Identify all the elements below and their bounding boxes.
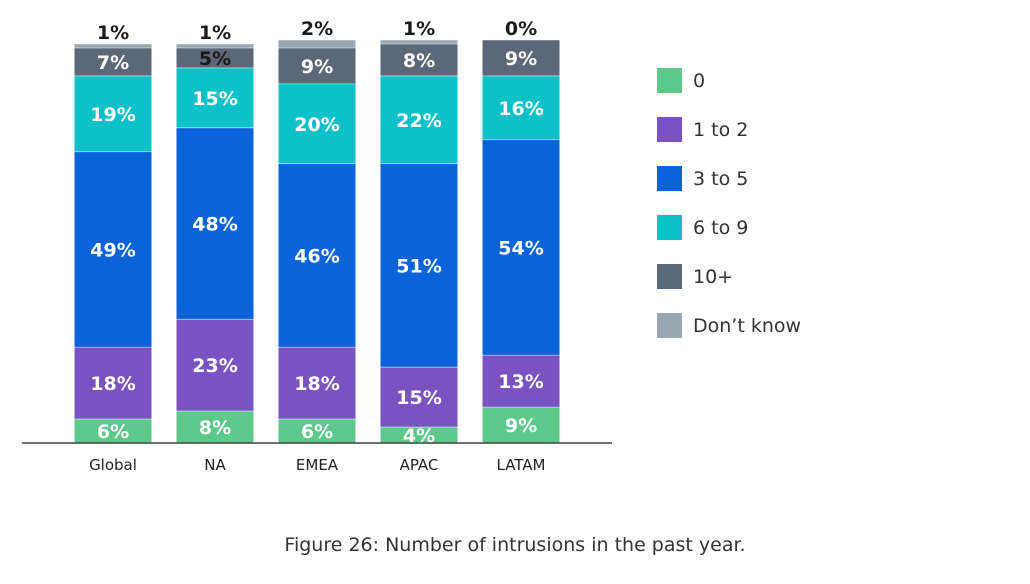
bar-segment: [482, 40, 560, 76]
figure-caption: Figure 26: Number of intrusions in the p…: [284, 534, 746, 556]
bar-data-label: 9%: [505, 415, 537, 437]
bar-segment: [74, 47, 152, 76]
bar-data-label: 0%: [505, 18, 537, 40]
x-axis-tick-labels: Global NA EMEA APAC LATAM: [89, 456, 545, 474]
bar-data-label: 1%: [199, 22, 231, 44]
bar-segment: [176, 319, 254, 412]
bar-segment: [74, 44, 152, 48]
bar-data-label: 9%: [505, 48, 537, 70]
bar-segment: [278, 163, 356, 348]
legend-label: 6 to 9: [693, 217, 748, 239]
bar-segment: [482, 75, 560, 140]
bar-data-label: 49%: [90, 239, 135, 261]
bar-data-label: 46%: [294, 245, 339, 267]
bar-data-label: 1%: [403, 18, 435, 40]
bar-data-label: 8%: [403, 50, 435, 72]
bar-segment: [380, 367, 458, 428]
bar-data-label: 48%: [192, 214, 237, 236]
legend-label: 3 to 5: [693, 168, 748, 190]
legend-swatch: [657, 215, 682, 240]
bar-data-label: 5%: [199, 48, 231, 70]
bar-data-label: 4%: [403, 425, 435, 447]
x-tick-label: LATAM: [497, 456, 546, 474]
bar-data-label: 18%: [294, 373, 339, 395]
bar-data-label: 51%: [396, 255, 441, 277]
bar-data-label: 7%: [97, 52, 129, 74]
bar-data-label: 13%: [498, 371, 543, 393]
bar-segment: [482, 407, 560, 443]
bar-segment: [380, 427, 458, 443]
bar-data-label: 9%: [301, 56, 333, 78]
legend-label: 0: [693, 70, 705, 92]
bar-data-label: 1%: [97, 22, 129, 44]
bar-data-label: 23%: [192, 355, 237, 377]
bar-segment: [278, 347, 356, 420]
bar-data-label: 15%: [192, 88, 237, 110]
bar-segment: [380, 40, 458, 44]
bar-segment: [380, 75, 458, 164]
bar-data-label: 6%: [97, 421, 129, 443]
bar-segment: [176, 411, 254, 443]
bar-segment: [74, 347, 152, 420]
bar-segment: [176, 47, 254, 68]
legend-swatch: [657, 117, 682, 142]
bar-segment: [278, 83, 356, 164]
bar-data-label: 15%: [396, 387, 441, 409]
bar-segment: [278, 419, 356, 443]
bar-data-label: 20%: [294, 114, 339, 136]
bar-segment: [176, 127, 254, 320]
legend-swatch: [657, 166, 682, 191]
bar-segment: [176, 44, 254, 48]
bar-data-label: 19%: [90, 104, 135, 126]
legend: 0 1 to 2 3 to 5 6 to 9 10+ Don’t know: [657, 68, 801, 338]
bar-segment: [74, 419, 152, 443]
x-tick-label: APAC: [400, 456, 439, 474]
bar-data-label: 16%: [498, 98, 543, 120]
bar-segment: [380, 163, 458, 368]
bar-data-label: 54%: [498, 237, 543, 259]
bar-data-label: 6%: [301, 421, 333, 443]
bar-segment: [176, 67, 254, 128]
bar-segment: [278, 47, 356, 84]
bar-segment: [380, 44, 458, 76]
bar-segment: [482, 355, 560, 408]
legend-label: 10+: [693, 266, 733, 288]
legend-label: Don’t know: [693, 315, 801, 337]
x-tick-label: NA: [204, 456, 226, 474]
x-tick-label: EMEA: [296, 456, 339, 474]
legend-swatch: [657, 68, 682, 93]
bar-data-label: 18%: [90, 373, 135, 395]
bar-data-label: 2%: [301, 18, 333, 40]
bar-data-label: 8%: [199, 417, 231, 439]
legend-label: 1 to 2: [693, 119, 748, 141]
legend-swatch: [657, 313, 682, 338]
bar-segment: [278, 40, 356, 48]
bar-segment: [74, 151, 152, 348]
bar-segment: [74, 75, 152, 152]
legend-swatch: [657, 264, 682, 289]
bar-segment: [482, 139, 560, 356]
bar-data-label: 22%: [396, 110, 441, 132]
x-tick-label: Global: [89, 456, 137, 474]
bars-group: 6% 18% 49% 19% 7% 1% 8% 23% 48% 15% 5% 1% 6% 18% 46% 20…: [74, 18, 560, 447]
